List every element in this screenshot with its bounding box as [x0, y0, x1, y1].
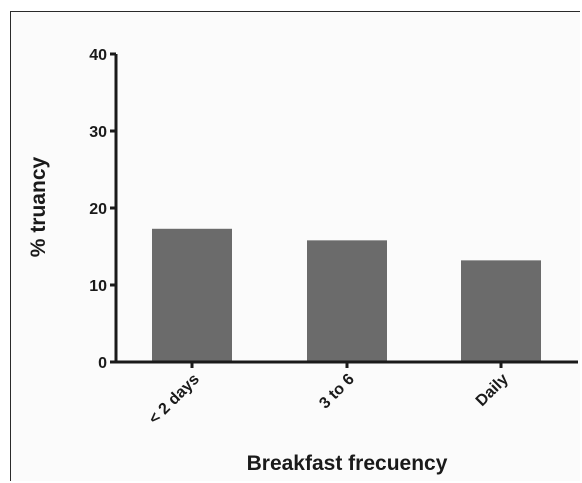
y-tick-label: 20	[89, 201, 107, 218]
x-tick-label: < 2 days	[146, 371, 203, 428]
y-ticks-group: 0 10 20 30 40	[89, 47, 116, 372]
x-ticks-group: < 2 days 3 to 6 Daily	[146, 362, 512, 428]
y-tick-label: 40	[89, 47, 107, 64]
y-axis-title: % truancy	[27, 157, 50, 258]
bar	[461, 260, 541, 362]
bars-group	[152, 228, 541, 362]
y-tick-label: 10	[89, 278, 107, 295]
x-tick-label: 3 to 6	[316, 371, 358, 413]
x-axis-title: Breakfast frecuency	[247, 452, 448, 475]
x-tick-label: Daily	[473, 371, 512, 410]
bar	[152, 228, 232, 362]
bar	[307, 240, 387, 362]
y-tick-label: 30	[89, 124, 107, 141]
y-tick-label: 0	[98, 355, 107, 372]
chart-frame	[10, 11, 580, 481]
